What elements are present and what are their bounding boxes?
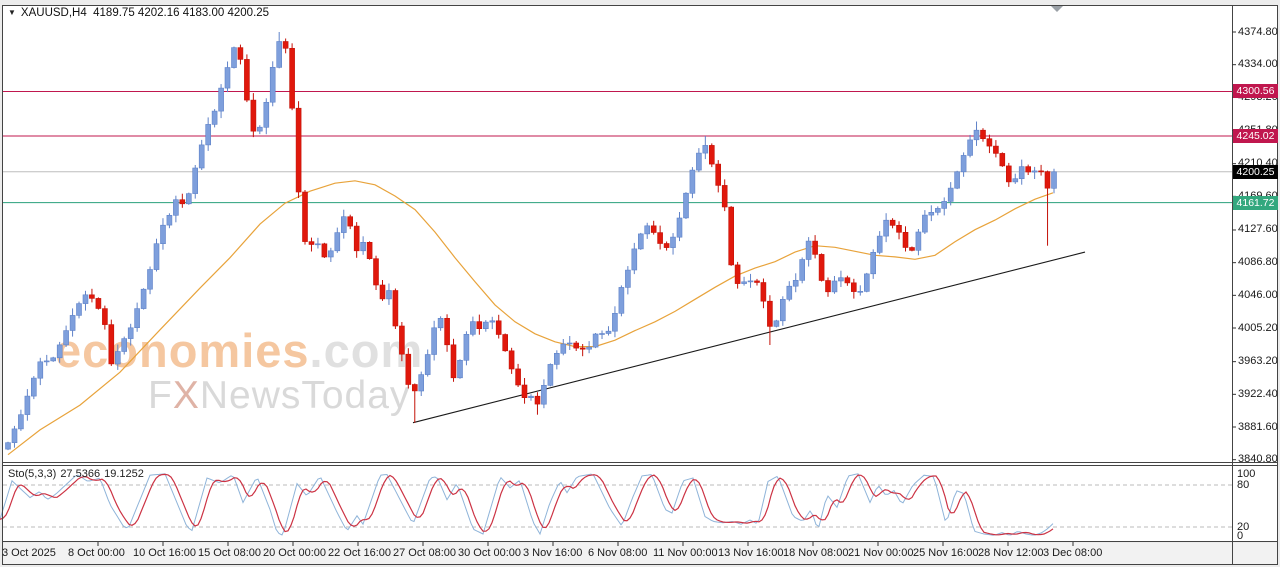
price-axis-label: 4374.80 <box>1238 25 1278 38</box>
stoch-scale-label-100: 100 <box>1237 468 1256 480</box>
symbol-ohlc-line[interactable]: ▼ XAUUSD,H4 4189.75 4202.16 4183.00 4200.… <box>8 7 269 19</box>
price-axis-label: 3840.80 <box>1238 453 1278 466</box>
price-axis-label: 3963.20 <box>1238 355 1278 368</box>
stoch-scale-label-0: 0 <box>1237 530 1244 542</box>
time-axis-label: 20 Oct 00:00 <box>263 547 326 559</box>
time-axis-label: 13 Nov 16:00 <box>718 547 784 559</box>
stochastic-k-value: 27.5366 <box>60 468 101 480</box>
stoch-scale-label-20: 20 <box>1237 521 1250 533</box>
time-axis-label: 3 Nov 16:00 <box>523 547 583 559</box>
symbol-dropdown-icon[interactable]: ▼ <box>8 8 16 17</box>
price-axis-label: 3881.60 <box>1238 420 1278 433</box>
time-axis-label: 30 Oct 00:00 <box>458 547 521 559</box>
ohlc-open: 4189.75 <box>93 7 135 19</box>
stochastic-label: Sto(5,3,3) 27.5366 19.1252 <box>8 468 148 480</box>
time-axis-panel <box>3 543 1277 564</box>
price-axis-label: 3922.40 <box>1238 387 1278 400</box>
price-axis-label: 4334.00 <box>1238 58 1278 71</box>
time-axis-label: 3 Dec 08:00 <box>1043 547 1103 559</box>
price-axis-label: 4127.60 <box>1238 223 1278 236</box>
moving-average-line <box>7 180 1054 456</box>
time-axis-label: 11 Nov 00:00 <box>653 547 718 559</box>
window-frame <box>2 5 1278 565</box>
stochastic-k-line <box>0 473 1054 536</box>
time-axis-label: 6 Nov 08:00 <box>588 547 648 559</box>
stochastic-d-value: 19.1252 <box>104 468 144 480</box>
price-badge-4245.02: 4245.02 <box>1233 128 1278 143</box>
price-axis-label: 4005.20 <box>1238 321 1278 334</box>
time-axis-label: 21 Nov 00:00 <box>848 547 914 559</box>
price-axis-label: 4086.80 <box>1238 256 1278 269</box>
price-axis-label: 4046.00 <box>1238 288 1278 301</box>
price-badge-4161.72: 4161.72 <box>1233 195 1278 210</box>
main-chart-panel[interactable] <box>3 5 1232 542</box>
time-axis-label: 10 Oct 16:00 <box>133 547 196 559</box>
time-axis-label: 8 Oct 00:00 <box>68 547 125 559</box>
time-axis-label: 28 Nov 12:00 <box>978 547 1044 559</box>
price-badge-4200.25: 4200.25 <box>1233 164 1278 179</box>
trendline[interactable] <box>412 251 1086 424</box>
stoch-scale-label-80: 80 <box>1237 479 1250 491</box>
stochastic-d-line <box>0 473 1054 536</box>
time-axis-label: 22 Oct 16:00 <box>328 547 391 559</box>
ohlc-high: 4202.16 <box>137 7 180 19</box>
stochastic-name: Sto(5,3,3) <box>8 468 57 480</box>
ohlc-close: 4200.25 <box>227 7 270 19</box>
time-axis-label: 3 Oct 2025 <box>2 547 56 559</box>
candles <box>5 32 1057 451</box>
scroll-shift-marker[interactable] <box>1051 6 1063 12</box>
time-axis-label: 18 Nov 08:00 <box>783 547 849 559</box>
time-axis-label: 25 Nov 16:00 <box>913 547 979 559</box>
ohlc-low: 4183.00 <box>182 7 225 19</box>
time-axis-label: 15 Oct 08:00 <box>198 547 261 559</box>
time-axis-label: 27 Oct 08:00 <box>393 547 456 559</box>
symbol-timeframe: XAUUSD,H4 <box>20 7 87 19</box>
price-badge-4300.56: 4300.56 <box>1233 84 1278 99</box>
